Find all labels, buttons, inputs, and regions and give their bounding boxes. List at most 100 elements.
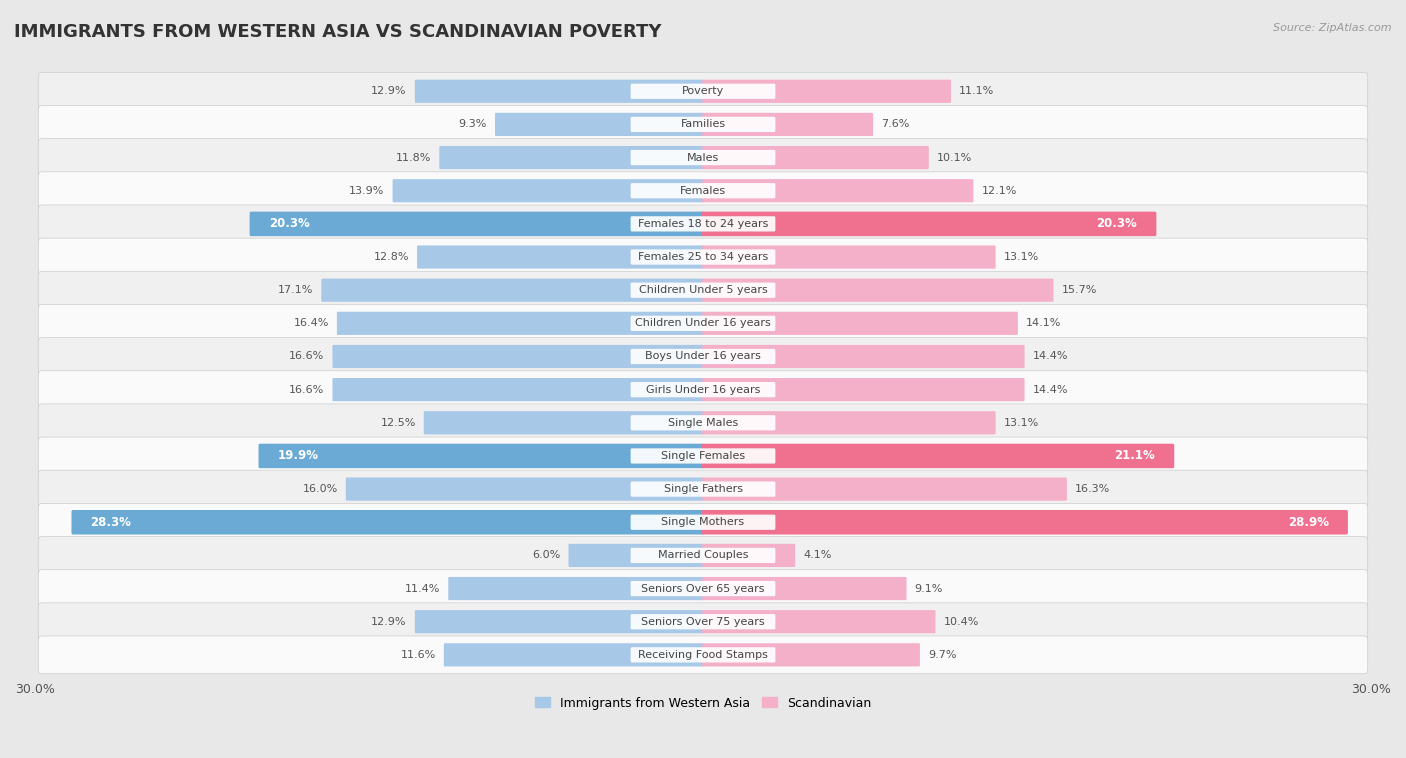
Text: Females: Females bbox=[681, 186, 725, 196]
Text: 11.4%: 11.4% bbox=[405, 584, 440, 594]
FancyBboxPatch shape bbox=[38, 105, 1368, 143]
Text: 16.6%: 16.6% bbox=[290, 384, 325, 395]
Text: Single Mothers: Single Mothers bbox=[661, 517, 745, 528]
Text: 9.1%: 9.1% bbox=[914, 584, 943, 594]
FancyBboxPatch shape bbox=[38, 305, 1368, 342]
FancyBboxPatch shape bbox=[38, 139, 1368, 177]
FancyBboxPatch shape bbox=[702, 146, 929, 169]
Text: 16.6%: 16.6% bbox=[290, 352, 325, 362]
Text: 28.9%: 28.9% bbox=[1288, 515, 1329, 529]
FancyBboxPatch shape bbox=[495, 113, 704, 136]
Text: Boys Under 16 years: Boys Under 16 years bbox=[645, 352, 761, 362]
Text: Source: ZipAtlas.com: Source: ZipAtlas.com bbox=[1274, 23, 1392, 33]
Text: 10.4%: 10.4% bbox=[943, 617, 979, 627]
Text: Children Under 16 years: Children Under 16 years bbox=[636, 318, 770, 328]
FancyBboxPatch shape bbox=[631, 183, 775, 199]
Text: Males: Males bbox=[688, 152, 718, 162]
FancyBboxPatch shape bbox=[392, 179, 704, 202]
Text: Females 25 to 34 years: Females 25 to 34 years bbox=[638, 252, 768, 262]
FancyBboxPatch shape bbox=[38, 72, 1368, 110]
FancyBboxPatch shape bbox=[418, 246, 704, 268]
FancyBboxPatch shape bbox=[337, 312, 704, 335]
Text: Married Couples: Married Couples bbox=[658, 550, 748, 560]
FancyBboxPatch shape bbox=[702, 577, 907, 600]
FancyBboxPatch shape bbox=[702, 179, 973, 202]
Text: 6.0%: 6.0% bbox=[533, 550, 561, 560]
Text: 21.1%: 21.1% bbox=[1115, 449, 1156, 462]
FancyBboxPatch shape bbox=[444, 644, 704, 666]
FancyBboxPatch shape bbox=[322, 279, 704, 302]
FancyBboxPatch shape bbox=[415, 610, 704, 634]
Text: 16.4%: 16.4% bbox=[294, 318, 329, 328]
FancyBboxPatch shape bbox=[631, 448, 775, 464]
FancyBboxPatch shape bbox=[702, 443, 1174, 468]
FancyBboxPatch shape bbox=[702, 543, 796, 567]
Text: 9.3%: 9.3% bbox=[458, 120, 486, 130]
Text: 20.3%: 20.3% bbox=[269, 218, 309, 230]
FancyBboxPatch shape bbox=[250, 211, 704, 236]
FancyBboxPatch shape bbox=[38, 537, 1368, 575]
Text: 16.3%: 16.3% bbox=[1076, 484, 1111, 494]
FancyBboxPatch shape bbox=[38, 470, 1368, 508]
Text: IMMIGRANTS FROM WESTERN ASIA VS SCANDINAVIAN POVERTY: IMMIGRANTS FROM WESTERN ASIA VS SCANDINA… bbox=[14, 23, 662, 41]
Text: 28.3%: 28.3% bbox=[90, 515, 132, 529]
FancyBboxPatch shape bbox=[568, 543, 704, 567]
FancyBboxPatch shape bbox=[702, 478, 1067, 501]
FancyBboxPatch shape bbox=[449, 577, 704, 600]
Legend: Immigrants from Western Asia, Scandinavian: Immigrants from Western Asia, Scandinavi… bbox=[530, 691, 876, 715]
FancyBboxPatch shape bbox=[631, 349, 775, 364]
FancyBboxPatch shape bbox=[631, 415, 775, 431]
Text: 13.1%: 13.1% bbox=[1004, 252, 1039, 262]
FancyBboxPatch shape bbox=[702, 279, 1053, 302]
Text: Single Males: Single Males bbox=[668, 418, 738, 428]
Text: Girls Under 16 years: Girls Under 16 years bbox=[645, 384, 761, 395]
FancyBboxPatch shape bbox=[38, 570, 1368, 607]
Text: 12.1%: 12.1% bbox=[981, 186, 1017, 196]
FancyBboxPatch shape bbox=[631, 548, 775, 563]
Text: 12.8%: 12.8% bbox=[374, 252, 409, 262]
Text: 16.0%: 16.0% bbox=[302, 484, 337, 494]
Text: 17.1%: 17.1% bbox=[278, 285, 314, 295]
Text: 11.8%: 11.8% bbox=[396, 152, 432, 162]
Text: 9.7%: 9.7% bbox=[928, 650, 956, 660]
Text: Children Under 5 years: Children Under 5 years bbox=[638, 285, 768, 295]
Text: 13.9%: 13.9% bbox=[349, 186, 385, 196]
FancyBboxPatch shape bbox=[702, 411, 995, 434]
Text: Seniors Over 75 years: Seniors Over 75 years bbox=[641, 617, 765, 627]
Text: Single Fathers: Single Fathers bbox=[664, 484, 742, 494]
FancyBboxPatch shape bbox=[631, 515, 775, 530]
Text: 11.1%: 11.1% bbox=[959, 86, 994, 96]
FancyBboxPatch shape bbox=[702, 211, 1156, 236]
Text: Poverty: Poverty bbox=[682, 86, 724, 96]
FancyBboxPatch shape bbox=[702, 510, 1348, 534]
FancyBboxPatch shape bbox=[38, 371, 1368, 409]
FancyBboxPatch shape bbox=[38, 238, 1368, 276]
FancyBboxPatch shape bbox=[631, 283, 775, 298]
FancyBboxPatch shape bbox=[38, 172, 1368, 210]
Text: 12.9%: 12.9% bbox=[371, 617, 406, 627]
FancyBboxPatch shape bbox=[702, 80, 950, 103]
FancyBboxPatch shape bbox=[38, 503, 1368, 541]
FancyBboxPatch shape bbox=[259, 443, 704, 468]
Text: 14.4%: 14.4% bbox=[1032, 384, 1069, 395]
FancyBboxPatch shape bbox=[702, 246, 995, 268]
Text: 14.4%: 14.4% bbox=[1032, 352, 1069, 362]
Text: 4.1%: 4.1% bbox=[803, 550, 831, 560]
FancyBboxPatch shape bbox=[332, 378, 704, 401]
FancyBboxPatch shape bbox=[631, 647, 775, 662]
FancyBboxPatch shape bbox=[332, 345, 704, 368]
FancyBboxPatch shape bbox=[38, 636, 1368, 674]
FancyBboxPatch shape bbox=[38, 603, 1368, 641]
FancyBboxPatch shape bbox=[38, 337, 1368, 375]
FancyBboxPatch shape bbox=[415, 80, 704, 103]
Text: 19.9%: 19.9% bbox=[277, 449, 319, 462]
FancyBboxPatch shape bbox=[702, 312, 1018, 335]
Text: 12.9%: 12.9% bbox=[371, 86, 406, 96]
Text: 12.5%: 12.5% bbox=[381, 418, 416, 428]
Text: Seniors Over 65 years: Seniors Over 65 years bbox=[641, 584, 765, 594]
FancyBboxPatch shape bbox=[631, 216, 775, 231]
FancyBboxPatch shape bbox=[631, 249, 775, 265]
Text: Families: Families bbox=[681, 120, 725, 130]
FancyBboxPatch shape bbox=[702, 644, 920, 666]
FancyBboxPatch shape bbox=[439, 146, 704, 169]
